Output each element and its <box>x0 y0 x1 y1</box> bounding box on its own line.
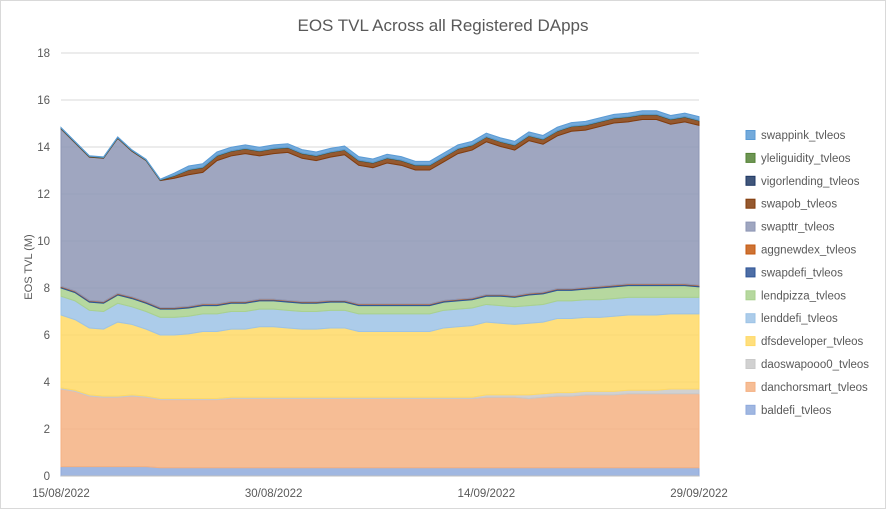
y-tick-label-0: 0 <box>44 471 50 483</box>
area-danchorsmart-tvleos <box>60 388 700 469</box>
y-tick-label-2: 2 <box>44 424 50 436</box>
legend-swatch-aggnewdex-tvleos <box>745 244 756 255</box>
legend-swatch-lenddefi-tvleos <box>745 313 756 324</box>
y-tick-label-14: 14 <box>37 142 50 154</box>
legend-label-dfsdeveloper-tvleos: dfsdeveloper_tvleos <box>761 336 864 348</box>
legend-swatch-swapttr-tvleos <box>745 221 756 232</box>
legend-label-lenddefi-tvleos: lenddefi_tvleos <box>761 313 838 325</box>
y-tick-label-8: 8 <box>44 283 50 295</box>
y-tick-label-12: 12 <box>37 189 50 201</box>
legend-label-swappink-tvleos: swappink_tvleos <box>761 130 846 142</box>
legend: swappink_tvleos yleliguidity_tvleosvigorl… <box>745 130 869 417</box>
area-swapttr-tvleos <box>60 119 700 308</box>
legend-swatch-daoswapooo0-tvleos <box>745 359 756 369</box>
legend-label-daoswapooo0-tvleos: daoswapooo0_tvleos <box>761 359 869 371</box>
legend-swatch-vigorlending-tvleos <box>745 175 756 186</box>
legend-swatch-danchorsmart-tvleos <box>745 381 756 392</box>
legend-label-swapob-tvleos: swapob_tvleos <box>761 199 837 211</box>
legend-label-swapttr-tvleos: swapttr_tvleos <box>761 222 835 234</box>
legend-swatch-yleliguidity-tvleos <box>745 152 756 163</box>
legend-swatch-lendpizza-tvleos <box>745 290 756 301</box>
area-swappink-tvleos <box>60 110 700 181</box>
x-tick-label-30-08-2022: 30/08/2022 <box>245 488 303 500</box>
area-series <box>60 110 700 477</box>
legend-label-yleliguidity-tvleos: yleliguidity_tvleos <box>761 153 851 165</box>
legend-label-danchorsmart-tvleos: danchorsmart_tvleos <box>761 382 868 394</box>
legend-swatch-baldefi-tvleos <box>745 404 756 415</box>
y-tick-label-10: 10 <box>37 236 50 248</box>
y-tick-label-6: 6 <box>44 330 50 342</box>
legend-swatch-swapob-tvleos <box>745 198 756 209</box>
legend-label-baldefi-tvleos: baldefi_tvleos <box>761 405 832 417</box>
x-tick-label-29-09-2022: 29/09/2022 <box>670 488 728 500</box>
x-axis-ticks: 15/08/2022 30/08/2022 14/09/2022 29/09/2022 <box>32 488 728 500</box>
y-tick-label-18: 18 <box>37 48 50 60</box>
legend-swatch-dfsdeveloper-tvleos <box>745 336 756 347</box>
legend-label-swapdefi-tvleos: swapdefi_tvleos <box>761 267 843 279</box>
x-tick-label-14-09-2022: 14/09/2022 <box>458 488 516 500</box>
y-axis-ticks: 0 2 4 6 8 10 12 14 16 18 <box>37 48 50 483</box>
legend-swatch-swapdefi-tvleos <box>745 267 756 278</box>
legend-label-aggnewdex-tvleos: aggnewdex_tvleos <box>761 245 857 257</box>
chart-title: EOS TVL Across all Registered DApps <box>297 16 588 35</box>
y-tick-label-16: 16 <box>37 95 50 107</box>
legend-label-vigorlending-tvleos: vigorlending_tvleos <box>761 176 860 188</box>
legend-label-lendpizza-tvleos: lendpizza_tvleos <box>761 290 846 302</box>
y-axis-label: EOS TVL (M) <box>23 234 35 299</box>
y-tick-label-4: 4 <box>44 377 51 389</box>
legend-swatch-swappink-tvleos <box>745 130 756 140</box>
x-tick-label-15-08-2022: 15/08/2022 <box>32 488 90 500</box>
